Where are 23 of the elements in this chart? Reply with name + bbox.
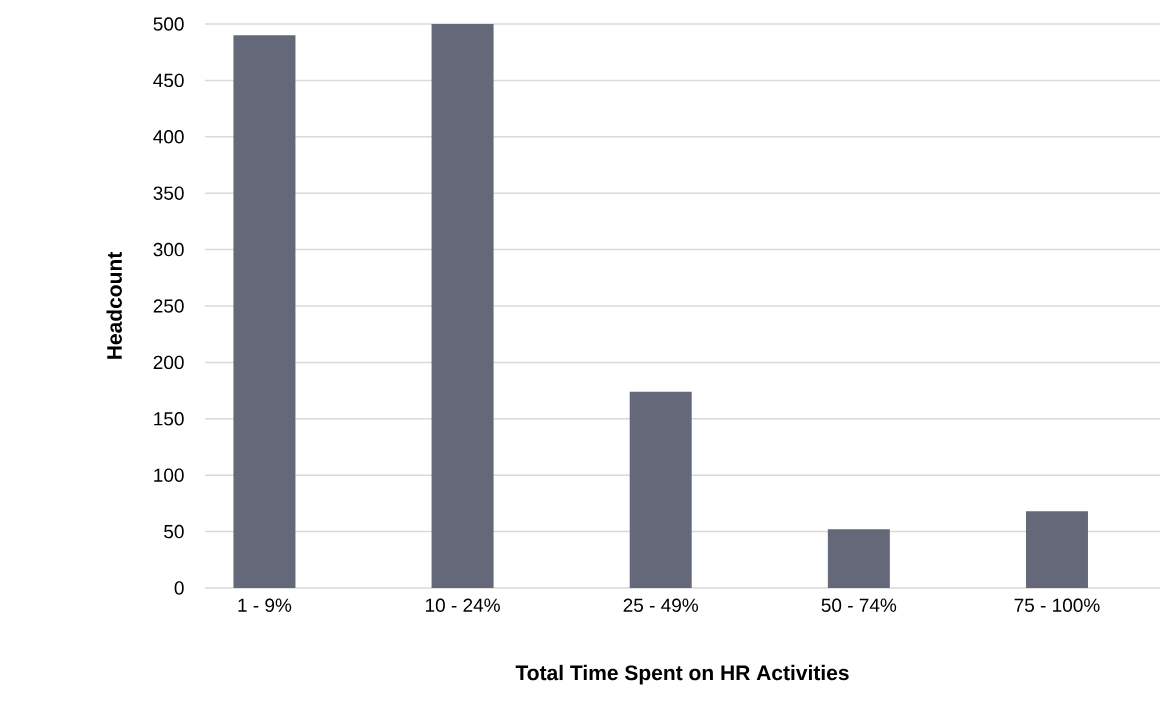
y-tick-label: 0	[174, 581, 184, 595]
x-tick-label: 50 - 74%	[821, 598, 897, 612]
bar	[431, 24, 494, 588]
x-tick-label: 25 - 49%	[623, 598, 699, 612]
y-tick-label: 300	[153, 242, 184, 257]
x-tick-label: 75 - 100%	[1014, 598, 1100, 612]
x-axis-title: Total Time Spent on HR Activities	[515, 664, 849, 685]
y-tick-label: 200	[153, 355, 184, 370]
y-tick-label: 100	[154, 468, 184, 482]
y-tick-label: 250	[153, 299, 184, 313]
bar	[1025, 511, 1088, 588]
y-tick-label: 500	[153, 17, 184, 31]
x-tick-label: 1 - 9%	[238, 598, 292, 612]
x-tick-label: 10 - 24%	[426, 598, 500, 612]
y-tick-label: 450	[153, 73, 184, 88]
bar	[629, 391, 692, 588]
y-tick-label: 50	[164, 524, 184, 539]
y-axis-title: Headcount	[106, 251, 122, 359]
y-tick-label: 400	[153, 130, 184, 144]
bar	[827, 529, 890, 588]
bar	[233, 35, 296, 588]
y-tick-label: 350	[153, 186, 184, 200]
y-tick-label: 150	[154, 412, 184, 426]
